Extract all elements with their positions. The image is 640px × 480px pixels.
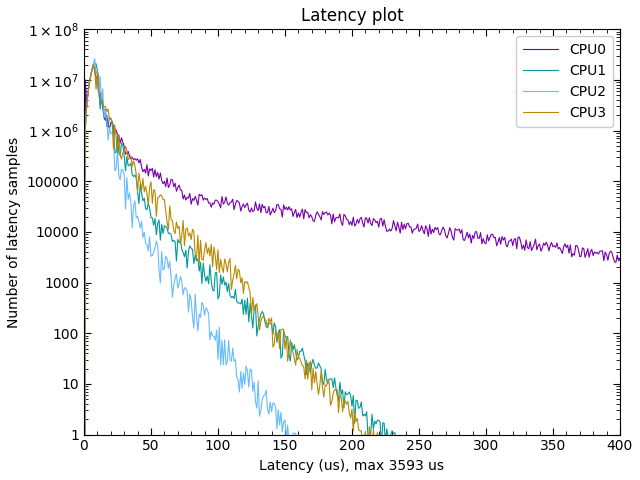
- CPU0: [474, 235, 482, 241]
- X-axis label: Latency (us), max 3593 us: Latency (us), max 3593 us: [259, 459, 444, 473]
- CPU3: [90, 62, 97, 68]
- Line: CPU2: CPU2: [84, 59, 620, 480]
- Line: CPU3: CPU3: [84, 65, 620, 480]
- CPU0: [351, 223, 358, 229]
- CPU3: [275, 330, 282, 336]
- CPU1: [351, 420, 358, 426]
- CPU0: [423, 226, 431, 232]
- CPU3: [351, 409, 358, 415]
- CPU0: [375, 224, 383, 230]
- Legend: CPU0, CPU1, CPU2, CPU3: CPU0, CPU1, CPU2, CPU3: [516, 36, 613, 127]
- CPU0: [90, 62, 97, 68]
- CPU0: [151, 167, 159, 173]
- CPU1: [275, 330, 282, 336]
- CPU1: [92, 61, 100, 67]
- Line: CPU0: CPU0: [84, 65, 620, 480]
- CPU1: [151, 216, 159, 221]
- CPU2: [275, 407, 282, 412]
- CPU0: [275, 202, 282, 207]
- CPU0: [616, 256, 624, 262]
- CPU3: [151, 188, 159, 194]
- Line: CPU1: CPU1: [84, 64, 620, 480]
- Title: Latency plot: Latency plot: [301, 7, 403, 25]
- CPU2: [91, 56, 99, 61]
- CPU3: [375, 447, 383, 453]
- CPU1: [375, 418, 383, 423]
- Y-axis label: Number of latency samples: Number of latency samples: [7, 136, 21, 327]
- CPU2: [151, 245, 159, 251]
